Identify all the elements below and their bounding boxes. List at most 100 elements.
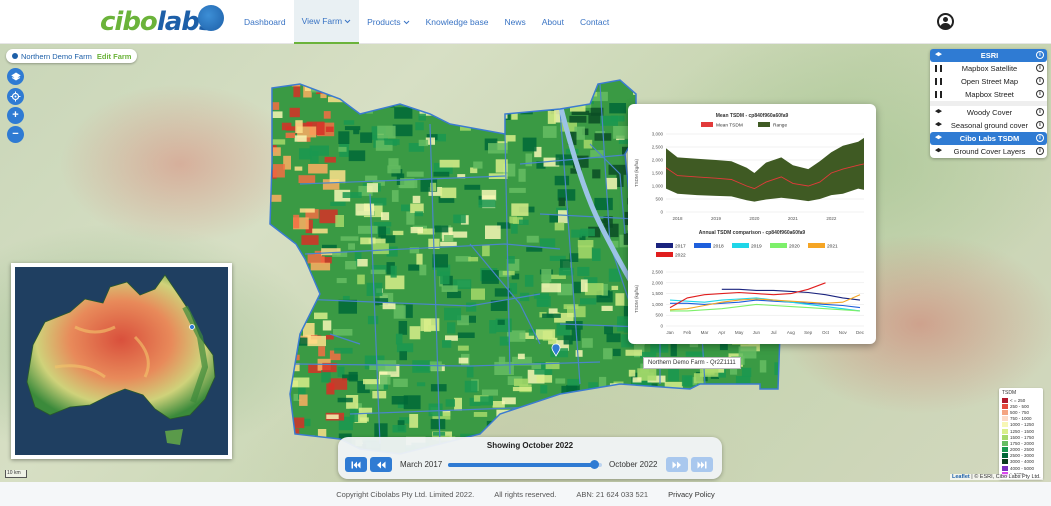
page-footer: Copyright Cibolabs Pty Ltd. Limited 2022… (0, 482, 1051, 506)
stack-icon (935, 135, 942, 140)
showing-label: Showing October 2022 (486, 441, 574, 450)
series-line-2017 (721, 288, 861, 301)
nav-item-view-farm[interactable]: View Farm (293, 0, 360, 44)
nav-label: Knowledge base (425, 17, 489, 27)
last-month-button[interactable] (691, 457, 713, 472)
chart1-ytick: 500 (655, 197, 663, 202)
timeline-thumb[interactable] (590, 460, 600, 469)
chart2-xtick: Aug (787, 330, 796, 335)
legend-item: 2500 - 3000 (1002, 453, 1040, 459)
next-month-button[interactable] (666, 457, 688, 472)
nav-label: About (541, 17, 564, 27)
nav-item-knowledge-base[interactable]: Knowledge base (418, 0, 497, 44)
previous-month-button[interactable] (370, 457, 392, 472)
timeline-end-label: October 2022 (609, 460, 658, 469)
map-attribution: Leaflet | © ESRI, Cibo Labs Pty Ltd. (950, 474, 1043, 480)
edit-farm-link[interactable]: Edit Farm (96, 51, 132, 61)
series-line-2022 (669, 282, 826, 309)
zoom-out-button[interactable]: − (7, 126, 24, 143)
zoom-in-button[interactable]: + (7, 107, 24, 124)
legend-swatch (1002, 397, 1008, 403)
layer-name: Open Street Map (960, 77, 1019, 86)
nav-item-dashboard[interactable]: Dashboard (236, 0, 294, 44)
legend-label: 250 - 500 (1010, 403, 1030, 409)
tsdm-chart-popup[interactable]: Mean TSDM - cp840f960a60fa9 Mean TSDM Rang… (628, 104, 876, 344)
mean-tsdm-line (665, 163, 865, 190)
legend-label: 500 - 750 (1010, 409, 1030, 415)
legend-item: 1250 - 1500 (1002, 428, 1040, 434)
stack-icon (935, 122, 942, 127)
layers-divider (930, 101, 1047, 106)
legend-swatch (1002, 409, 1008, 415)
info-icon[interactable]: i (1036, 64, 1044, 72)
chart2-legend-label: 2017 (675, 244, 686, 250)
chart1-xtick: 2019 (711, 216, 722, 221)
farm-selector[interactable]: Northern Demo Farm Edit Farm (6, 49, 138, 63)
layer-option-mapbox-street[interactable]: Mapbox Street i (930, 88, 1047, 101)
nav-item-about[interactable]: About (534, 0, 572, 44)
legend-swatch (1002, 422, 1008, 428)
layer-option-ground-cover-layers[interactable]: Ground Cover Layers i (930, 145, 1047, 158)
layer-option-mapbox-satellite[interactable]: Mapbox Satellite i (930, 62, 1047, 75)
chart2-xtick: Jun (753, 330, 761, 335)
nav-item-contact[interactable]: Contact (572, 0, 617, 44)
australia-minimap[interactable] (11, 263, 232, 459)
first-month-button[interactable] (345, 457, 367, 472)
chart2-xtick: Apr (718, 330, 726, 335)
chart2-legend-label: 2019 (751, 244, 762, 250)
chart1-legend-mean: Mean TSDM (716, 123, 743, 129)
copyright-text: Copyright Cibolabs Pty Ltd. Limited 2022… (336, 489, 475, 499)
cibolabs-logo[interactable]: cibolabs (100, 5, 228, 39)
minimap-raster (15, 267, 228, 455)
chart2-xtick: Feb (683, 330, 691, 335)
chart2-legend-swatch (656, 243, 673, 248)
legend-item: 500 - 750 (1002, 409, 1040, 415)
layer-option-woody-cover[interactable]: Woody Cover i (930, 106, 1047, 119)
legend-label: 1500 - 1750 (1010, 434, 1035, 440)
nav-item-products[interactable]: Products (359, 0, 418, 44)
info-icon[interactable]: i (1036, 77, 1044, 85)
layer-option-open-street-map[interactable]: Open Street Map i (930, 75, 1047, 88)
skip-start-icon (351, 461, 361, 468)
legend-item: 250 - 500 (1002, 403, 1040, 409)
timeline-start-label: March 2017 (400, 460, 443, 469)
layer-option-cibo-labs-tsdm[interactable]: Cibo Labs TSDM i (930, 132, 1047, 145)
chart2-xtick: Jan (666, 330, 674, 335)
legend-item: 1000 - 1250 (1002, 422, 1040, 428)
chart2-ytick: 1,500 (652, 291, 664, 296)
tsdm-legend: TSDM < = 250 250 - 500 500 - 750 750 - 1000… (999, 388, 1043, 480)
chart1-ytick: 0 (660, 210, 663, 215)
fast-forward-icon (672, 461, 681, 468)
tsdm-charts: Mean TSDM - cp840f960a60fa9 Mean TSDM Rang… (634, 113, 865, 335)
paddock-tooltip: Northern Demo Farm - Qr2Z1111 (643, 357, 741, 369)
layers-icon (10, 72, 21, 80)
info-icon[interactable]: i (1036, 90, 1044, 98)
chart2-ytick: 1,000 (652, 302, 664, 307)
chart1-title: Mean TSDM - cp840f960a60fa9 (716, 113, 789, 119)
privacy-policy-link[interactable]: Privacy Policy (668, 489, 715, 499)
chart2-title: Annual TSDM comparison - cp840f960a60fa9 (699, 230, 806, 236)
nav-label: News (504, 17, 526, 27)
leaflet-link[interactable]: Leaflet (952, 474, 970, 480)
info-icon[interactable]: i (1036, 147, 1044, 155)
legend-swatch (1002, 403, 1008, 409)
user-account-icon[interactable] (937, 13, 954, 30)
map-pin-icon[interactable] (551, 343, 561, 357)
locate-button[interactable] (7, 88, 24, 105)
legend-mean-swatch (701, 122, 713, 127)
layer-name: ESRI (980, 51, 999, 60)
info-icon[interactable]: i (1036, 121, 1044, 129)
info-icon[interactable]: i (1036, 51, 1044, 59)
info-icon[interactable]: i (1036, 134, 1044, 142)
legend-swatch (1002, 465, 1008, 471)
layer-option-esri[interactable]: ESRI i (930, 49, 1047, 62)
nav-item-news[interactable]: News (496, 0, 533, 44)
chart1-ylabel: TSDM (kg/ha) (634, 159, 639, 188)
info-icon[interactable]: i (1036, 108, 1044, 116)
layer-option-seasonal-ground-cover[interactable]: Seasonal ground cover i (930, 119, 1047, 132)
layers-toggle-button[interactable] (7, 68, 24, 85)
timeline-track[interactable] (448, 460, 602, 469)
nav-label: View Farm (301, 16, 343, 26)
chart2-legend-swatch (808, 243, 825, 248)
